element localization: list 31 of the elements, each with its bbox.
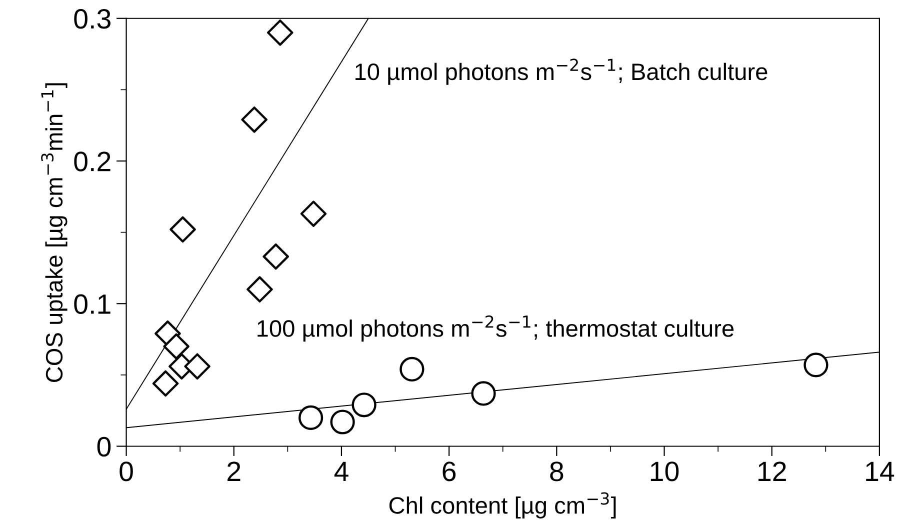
annotation: 100 µmol photons m$^{−2}$s$^{−1}$; thermostat culture xyxy=(258,315,734,342)
x-tick-label: 6 xyxy=(442,462,456,482)
point xyxy=(298,405,324,430)
x-tick-label: 0 xyxy=(120,462,133,482)
point xyxy=(262,243,289,270)
point xyxy=(184,353,210,380)
point xyxy=(170,216,196,243)
x-tick-label: 8 xyxy=(550,462,564,482)
point xyxy=(400,356,424,382)
point xyxy=(300,200,327,227)
annotation: 10 µmol photons m$^{−2}$s$^{−1}$; Batch culture xyxy=(356,58,768,85)
point xyxy=(804,352,828,378)
point xyxy=(267,20,294,46)
x-tick-label: 14 xyxy=(866,462,894,481)
point xyxy=(152,370,179,397)
y-tick-label: 0.3 xyxy=(74,9,110,29)
point xyxy=(471,381,496,406)
x-axis-title: Chl content [µg cm$^{−3}$] xyxy=(389,492,616,518)
point xyxy=(241,106,268,133)
x-tick-label: 4 xyxy=(334,462,348,481)
x-tick-label: 10 xyxy=(650,462,679,482)
x-tick-label: 2 xyxy=(228,462,240,481)
y-axis-title: COS uptake [µg cm$^{−3}$min$^{−1}$] xyxy=(41,83,68,382)
point xyxy=(163,333,190,360)
y-tick-label: 0.2 xyxy=(74,152,110,172)
x-tick-label: 12 xyxy=(758,462,786,481)
point xyxy=(352,392,376,418)
point xyxy=(246,276,273,302)
y-tick-label: 0.1 xyxy=(74,294,110,314)
y-tick-label: 0 xyxy=(97,436,111,457)
point xyxy=(330,410,355,434)
